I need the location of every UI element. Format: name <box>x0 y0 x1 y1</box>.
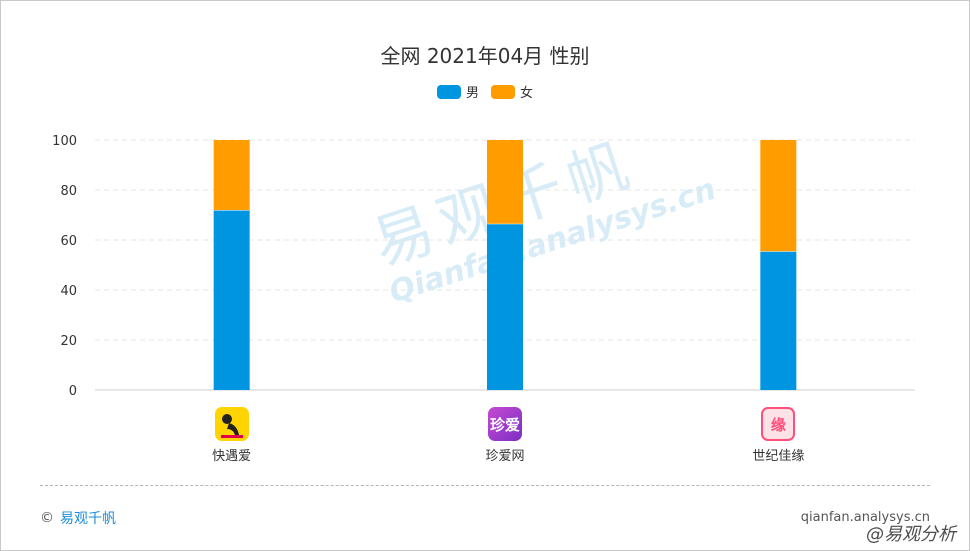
y-tick-label: 80 <box>60 184 77 199</box>
bar-male-1[interactable] <box>213 210 250 390</box>
copyright-symbol: © <box>40 510 54 526</box>
x-category-label: 快遇爱 <box>212 449 252 464</box>
x-category-label: 世纪佳缘 <box>752 449 805 464</box>
footer-brand: © 易观千帆 <box>40 508 116 528</box>
chart-title: 全网 2021年04月 性别 <box>380 44 590 68</box>
legend-item-female[interactable]: 女 <box>491 82 533 101</box>
jiayuan-app-icon: 缘 <box>761 407 796 441</box>
y-tick-label: 60 <box>60 234 77 249</box>
legend-label-female: 女 <box>520 86 534 101</box>
y-tick-label: 100 <box>52 134 77 149</box>
y-tick-label: 40 <box>60 284 77 299</box>
x-category-label: 珍爱网 <box>485 449 525 464</box>
footer-divider <box>40 485 930 486</box>
legend: 男 女 <box>0 82 970 101</box>
zhenai-app-icon: 珍爱 <box>488 407 522 441</box>
bar-male-2[interactable] <box>487 223 523 390</box>
y-tick-label: 0 <box>69 384 77 399</box>
legend-item-male[interactable]: 男 <box>436 82 479 101</box>
bar-female-3[interactable] <box>760 140 797 252</box>
badge-watermark: @易观分析 <box>866 524 956 545</box>
legend-swatch-female <box>491 84 515 99</box>
kuaiyuai-app-icon <box>214 407 249 441</box>
bar-female-1[interactable] <box>213 140 250 210</box>
y-tick-label: 20 <box>60 334 77 349</box>
legend-label-male: 男 <box>465 86 479 101</box>
legend-swatch-male <box>436 84 461 99</box>
brand-name[interactable]: 易观千帆 <box>60 511 116 527</box>
bar-female-2[interactable] <box>487 140 523 224</box>
bar-male-3[interactable] <box>760 251 797 390</box>
footer-site[interactable]: qianfan.analysys.cn <box>800 510 930 525</box>
